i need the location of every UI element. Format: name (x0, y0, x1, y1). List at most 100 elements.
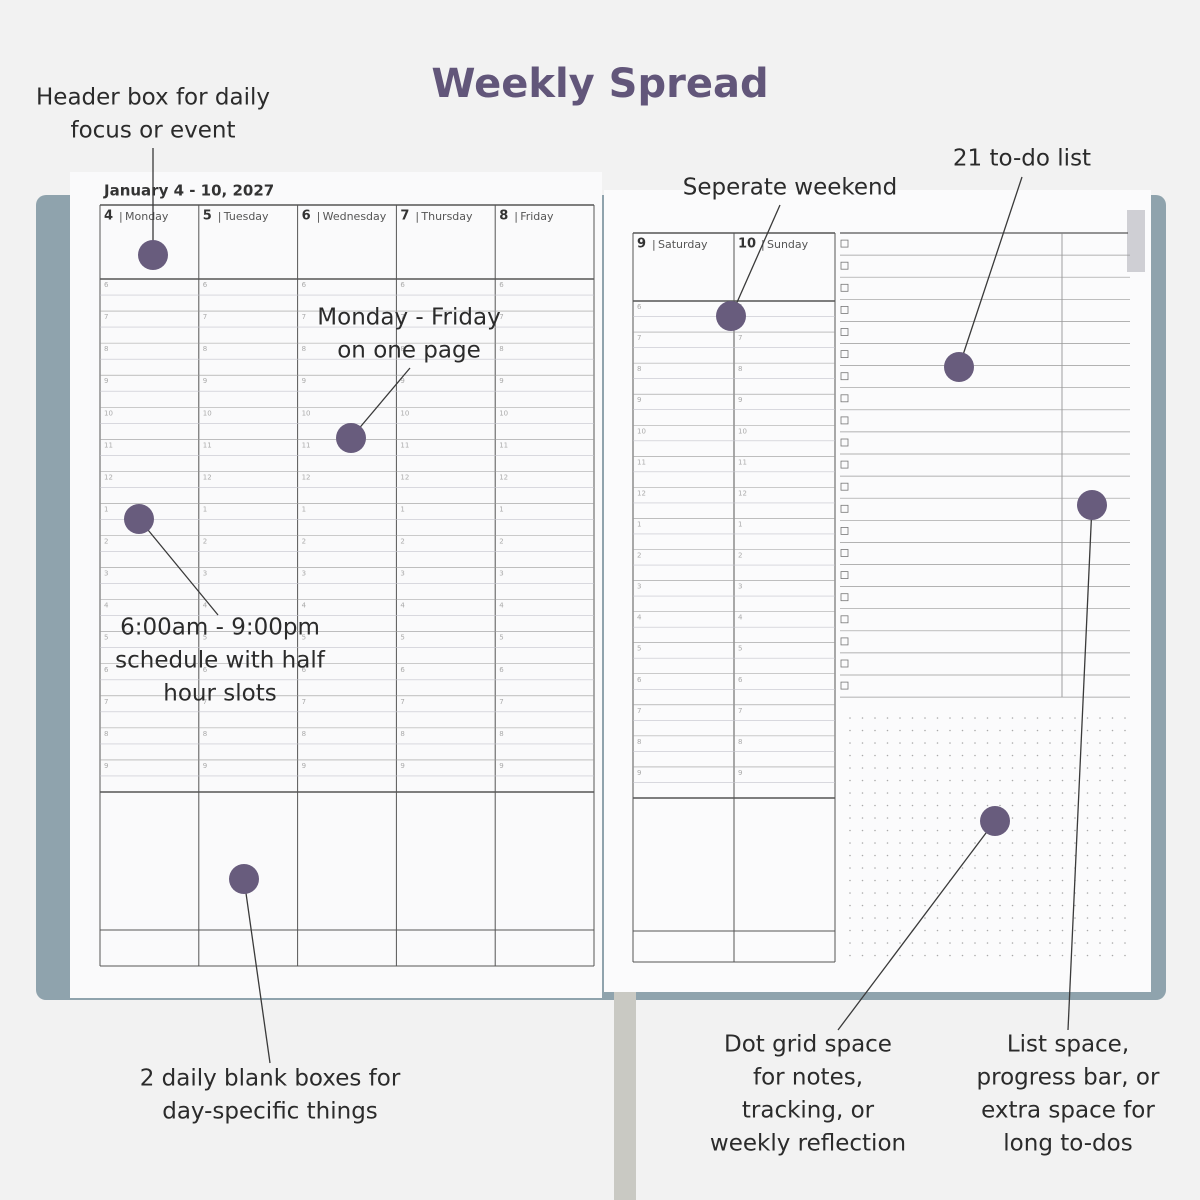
grid-dot (1036, 829, 1039, 832)
grid-dot (874, 767, 876, 769)
hour-label: 1 (738, 520, 742, 528)
grid-dot (1024, 954, 1026, 957)
grid-dot (999, 842, 1001, 844)
grid-dot (1086, 817, 1089, 819)
day-number: 10 (738, 237, 756, 252)
grid-dot (849, 842, 851, 844)
grid-dot (936, 754, 939, 757)
annotation-dot (229, 864, 259, 894)
grid-dot (1061, 854, 1064, 857)
grid-dot (1011, 804, 1014, 807)
hour-label: 2 (203, 538, 207, 546)
hour-label: 9 (738, 396, 742, 404)
hour-label: 11 (302, 441, 311, 449)
grid-dot (961, 929, 964, 932)
grid-dot (1049, 779, 1051, 782)
grid-dot (1024, 792, 1026, 794)
grid-dot (861, 717, 864, 719)
checkbox (840, 681, 849, 690)
hour-label: 8 (637, 365, 641, 373)
hour-label: 7 (104, 313, 108, 321)
grid-dot (899, 954, 901, 957)
grid-dot (936, 917, 939, 919)
annotation-text: tracking, or (742, 1098, 875, 1124)
annotation-text: Seperate weekend (683, 175, 897, 201)
checkbox (840, 438, 849, 447)
grid-dot (849, 742, 851, 744)
grid-dot (886, 804, 889, 807)
grid-dot (1074, 904, 1076, 907)
grid-dot (886, 929, 889, 932)
grid-dot (1036, 767, 1039, 769)
grid-dot (924, 829, 926, 832)
grid-dot (1061, 879, 1064, 882)
hour-label: 8 (302, 345, 306, 353)
hour-label: 8 (104, 730, 108, 738)
grid-dot (1036, 754, 1039, 757)
hour-label: 11 (203, 441, 212, 449)
grid-dot (986, 729, 989, 732)
grid-dot (911, 879, 914, 882)
grid-dot (874, 942, 876, 944)
annotation-text: schedule with half (115, 648, 326, 674)
hour-label: 7 (104, 698, 108, 706)
grid-dot (911, 892, 914, 894)
grid-dot (1074, 792, 1076, 794)
grid-dot (911, 942, 914, 944)
grid-dot (1011, 817, 1014, 819)
grid-dot (861, 754, 864, 757)
grid-dot (1086, 779, 1089, 782)
grid-dot (874, 867, 876, 869)
grid-dot (1011, 767, 1014, 769)
grid-dot (1061, 717, 1064, 719)
hour-label: 9 (738, 769, 742, 777)
grid-dot (961, 879, 964, 882)
hour-label: 12 (203, 473, 212, 481)
grid-dot (1024, 854, 1026, 857)
grid-dot (874, 917, 876, 919)
grid-dot (886, 904, 889, 907)
grid-dot (1024, 917, 1026, 919)
hour-label: 5 (104, 634, 108, 642)
grid-dot (974, 892, 976, 894)
checkbox (840, 283, 849, 292)
grid-dot (1111, 892, 1114, 894)
grid-dot (924, 879, 926, 882)
hour-label: 1 (499, 505, 503, 513)
grid-dot (1061, 892, 1064, 894)
hour-label: 4 (738, 614, 743, 622)
hour-label: 10 (302, 409, 311, 417)
grid-dot (886, 879, 889, 882)
grid-dot (1124, 942, 1126, 944)
leader-line (958, 176, 1023, 368)
grid-dot (886, 767, 889, 769)
grid-dot (1099, 954, 1101, 957)
day-separator: | (514, 210, 518, 223)
grid-dot (911, 779, 914, 782)
hour-label: 7 (738, 334, 742, 342)
grid-dot (949, 817, 951, 819)
grid-dot (1099, 729, 1101, 732)
hour-label: 4 (400, 602, 405, 610)
day-name: Thursday (420, 210, 473, 223)
right-page (604, 190, 1151, 992)
grid-dot (999, 779, 1001, 782)
hour-label: 1 (637, 520, 641, 528)
hour-label: 8 (302, 730, 306, 738)
hour-label: 5 (499, 634, 503, 642)
grid-dot (924, 817, 926, 819)
hour-label: 8 (738, 365, 742, 373)
grid-dot (1111, 854, 1114, 857)
grid-dot (986, 779, 989, 782)
grid-dot (974, 942, 976, 944)
grid-dot (1036, 804, 1039, 807)
grid-dot (924, 854, 926, 857)
grid-dot (1074, 817, 1076, 819)
grid-dot (961, 754, 964, 757)
grid-dot (1111, 904, 1114, 907)
grid-dot (1011, 879, 1014, 882)
grid-dot (986, 792, 989, 794)
grid-dot (1024, 892, 1026, 894)
grid-dot (924, 779, 926, 782)
grid-dot (886, 942, 889, 944)
